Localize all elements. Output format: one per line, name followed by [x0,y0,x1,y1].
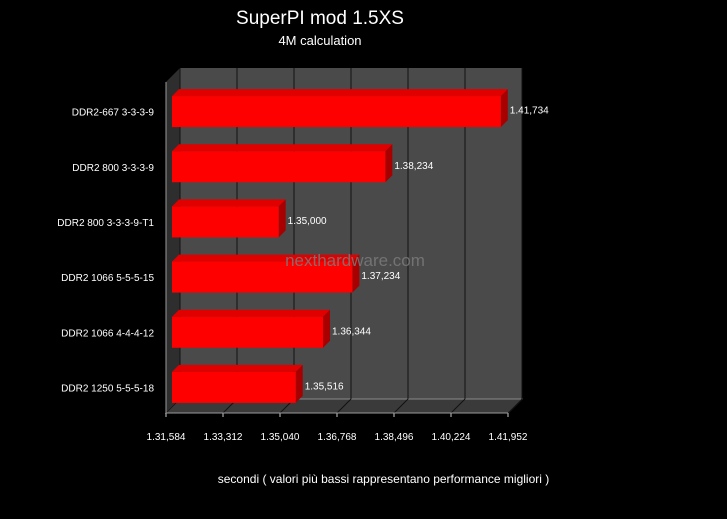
data-label: 1.36,344 [332,326,371,337]
bar [172,206,279,238]
gridline-floor [507,398,523,414]
y-tick-label: DDR2-667 3-3-3-9 [72,108,155,119]
bar [172,261,353,293]
data-label: 1.37,234 [361,271,400,282]
chart-title: SuperPI mod 1.5XS [236,8,404,29]
bar-side-face [323,309,331,348]
bar-top-face [172,144,393,152]
bar-side-face [278,199,286,238]
y-tick-label: DDR2 1066 4-4-4-12 [61,328,154,339]
y-tick-label: DDR2 1250 5-5-5-18 [61,383,154,394]
x-tick-label: 1.36,768 [318,432,357,443]
bar-top-face [172,89,508,97]
x-axis-label: secondi ( valori più bassi rappresentano… [217,472,550,486]
bar-side-face [352,254,360,293]
x-tick-label: 1.33,312 [204,432,243,443]
data-label: 1.35,000 [288,216,327,227]
x-tick-label: 1.38,496 [375,432,414,443]
bar-side-face [295,364,303,403]
x-tick-label: 1.31,584 [147,432,186,443]
y-tick-label: DDR2 800 3-3-3-9-T1 [57,218,154,229]
bar [172,371,296,403]
x-tick-label: 1.40,224 [432,432,471,443]
y-tick-label: DDR2 800 3-3-3-9 [72,163,154,174]
gridline-floor [336,398,352,414]
gridline-floor [450,398,466,414]
bar [172,96,501,128]
gridline-floor [393,398,409,414]
watermark: nexthardware.com [285,251,425,270]
bar [172,151,386,183]
bar-side-face [385,144,393,183]
data-label: 1.38,234 [394,161,433,172]
x-tick-label: 1.41,952 [489,432,528,443]
chart-subtitle: 4M calculation [278,33,362,48]
x-tick-label: 1.35,040 [261,432,300,443]
data-label: 1.35,516 [305,381,344,392]
bar [172,316,324,348]
bar-top-face [172,364,303,372]
bar-top-face [172,309,331,317]
bar-side-face [500,89,508,128]
y-tick-label: DDR2 1066 5-5-5-15 [61,273,154,284]
bar-top-face [172,254,360,262]
bar-top-face [172,199,286,207]
data-label: 1.41,734 [510,106,549,117]
